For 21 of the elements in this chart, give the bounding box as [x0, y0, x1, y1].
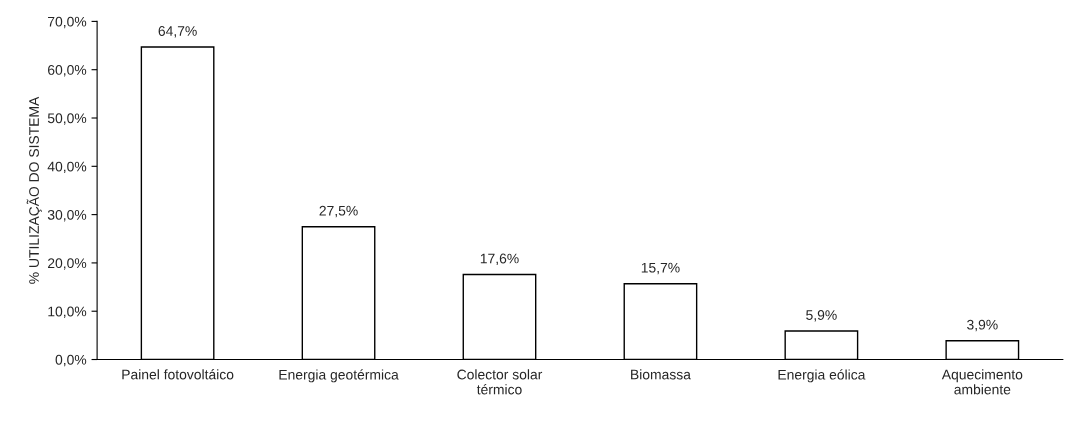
- data-label: 15,7%: [641, 262, 680, 275]
- x-tick-label: Energia geotérmica: [279, 369, 399, 383]
- x-tick-label: Energia eólica: [778, 369, 866, 383]
- data-label: 64,7%: [158, 26, 197, 38]
- y-tick-label: 0,0%: [55, 354, 87, 367]
- data-label: 3,9%: [967, 319, 998, 332]
- y-tick-label: 50,0%: [47, 113, 87, 125]
- data-label: 27,5%: [319, 205, 358, 218]
- x-tick-label: Aquecimento ambiente: [941, 369, 1023, 395]
- y-tick-label: 30,0%: [47, 209, 87, 222]
- data-label: 5,9%: [806, 310, 837, 322]
- y-tick-label: 40,0%: [47, 161, 87, 174]
- x-tick-label: Biomassa: [631, 369, 691, 380]
- y-tick-label: 70,0%: [48, 16, 87, 29]
- y-tick-label: 60,0%: [48, 65, 87, 77]
- x-tick-label: Painel fotovoltáico: [122, 369, 234, 380]
- x-tick-label: Colector solar térmico: [457, 369, 543, 395]
- y-tick-label: 10,0%: [48, 306, 87, 319]
- y-tick-label: 20,0%: [48, 258, 87, 270]
- y-axis-title: % UTILIZAÇÃO DO SISTEMA: [26, 96, 42, 284]
- data-label: 17,6%: [480, 253, 519, 266]
